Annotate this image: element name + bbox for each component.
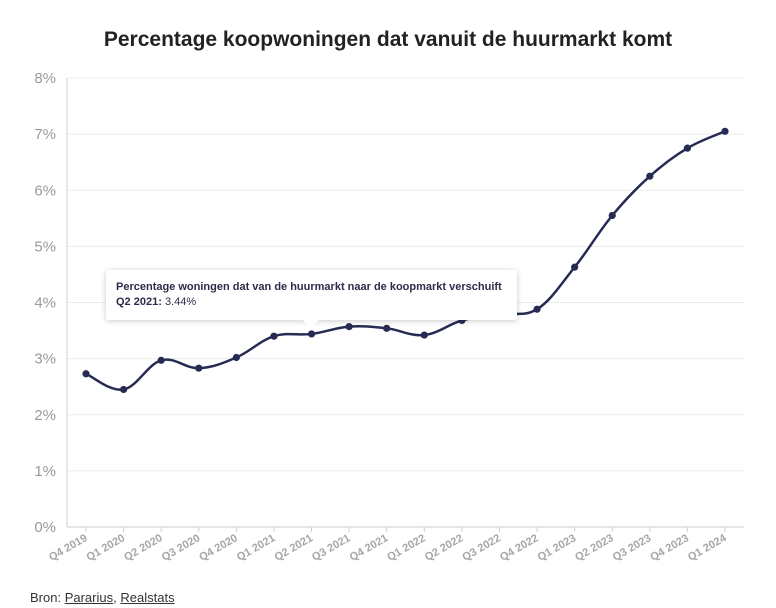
x-tick-label: Q4 2020 — [197, 532, 240, 563]
x-tick-label: Q2 2020 — [122, 532, 165, 563]
series-line — [85, 130, 726, 391]
y-tick-label: 3% — [34, 351, 56, 368]
y-tick-label: 2% — [34, 407, 56, 424]
x-tick-label: Q3 2022 — [460, 532, 503, 563]
x-tick-label: Q1 2021 — [235, 532, 278, 563]
x-tick-label: Q1 2022 — [385, 532, 428, 563]
x-tick-label: Q2 2023 — [573, 532, 616, 563]
data-point[interactable] — [533, 305, 541, 313]
data-point[interactable] — [82, 370, 90, 378]
data-point[interactable] — [383, 324, 391, 332]
y-tick-label: 4% — [34, 295, 56, 312]
x-tick-label: Q4 2023 — [648, 532, 691, 563]
tooltip-label: Q2 2021: — [116, 296, 162, 308]
x-tick-label: Q1 2020 — [85, 532, 128, 563]
data-point[interactable] — [420, 331, 428, 339]
data-point[interactable] — [119, 385, 128, 394]
data-point[interactable] — [270, 332, 278, 340]
data-point[interactable] — [232, 353, 240, 362]
x-tick-label: Q4 2021 — [348, 532, 391, 563]
x-tick-label: Q3 2020 — [160, 532, 203, 563]
data-point[interactable] — [157, 356, 165, 364]
data-point[interactable] — [608, 211, 616, 220]
x-tick-label: Q2 2022 — [423, 532, 466, 563]
y-tick-label: 1% — [34, 463, 56, 480]
x-tick-label: Q3 2023 — [611, 532, 654, 563]
data-point[interactable] — [721, 127, 729, 135]
source-link-pararius[interactable]: Pararius — [64, 590, 114, 605]
y-tick-label: 6% — [34, 182, 56, 199]
data-point[interactable] — [307, 330, 316, 338]
chart-title: Percentage koopwoningen dat vanuit de hu… — [103, 28, 673, 51]
y-axis-ticks: 0% 1% 2% 3% 4% 5% 6% 7% 8% — [34, 70, 56, 536]
tooltip-row: Q2 2021: 3.44% — [116, 296, 507, 308]
source-separator: , — [113, 590, 117, 605]
y-tick-label: 8% — [34, 70, 56, 87]
x-tick-label: Q1 2024 — [686, 532, 729, 564]
x-tick-label: Q4 2019 — [47, 532, 90, 563]
data-point[interactable] — [195, 364, 203, 372]
source-line: Bron: Pararius, Realstats — [30, 590, 175, 605]
source-link-realstats[interactable]: Realstats — [120, 590, 175, 605]
data-point[interactable] — [683, 144, 692, 152]
tooltip-value: 3.44% — [164, 296, 197, 308]
tooltip-series-name: Percentage woningen dat van de huurmarkt… — [116, 281, 502, 293]
x-tick-label: Q1 2023 — [536, 532, 579, 563]
x-tick-label: Q3 2021 — [310, 532, 353, 563]
y-tick-label: 5% — [34, 238, 56, 255]
data-point[interactable] — [345, 323, 353, 331]
data-points — [82, 127, 729, 394]
data-point[interactable] — [571, 263, 579, 271]
y-tick-label: 7% — [34, 126, 56, 143]
x-tick-label: Q2 2021 — [272, 532, 315, 563]
y-tick-label: 0% — [34, 519, 56, 536]
data-point[interactable] — [646, 172, 654, 180]
source-prefix: Bron: — [30, 590, 62, 605]
x-tick-label: Q4 2022 — [498, 532, 541, 563]
tooltip: Percentage woningen dat van de huurmarkt… — [106, 270, 517, 328]
